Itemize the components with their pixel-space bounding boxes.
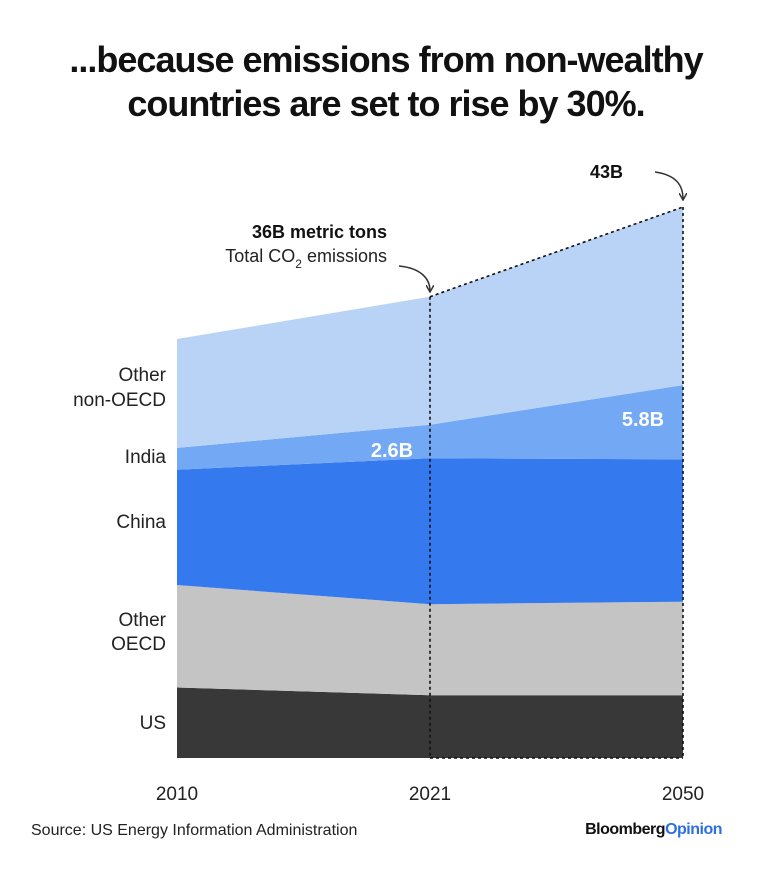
chart-title: ...because emissions from non-wealthy co… <box>0 38 772 126</box>
dashed-guides <box>429 206 684 759</box>
brand-part-2: Opinion <box>665 821 722 838</box>
annotations: 36B metric tons Total CO2 emissions 43B <box>225 162 683 291</box>
annotation-2050-total: 43B <box>590 162 623 182</box>
x-tick-2010: 2010 <box>156 784 198 805</box>
source-note: Source: US Energy Information Administra… <box>31 822 358 839</box>
category-labels: US Other OECD China India Other non-OECD <box>73 365 167 734</box>
label-other-oecd: Other OECD <box>111 610 167 655</box>
label-china: China <box>116 512 166 533</box>
brand-logo: BloombergOpinion <box>585 821 722 839</box>
annotation-2021-arrow <box>398 265 430 291</box>
value-label-india-2050: 5.8B <box>622 409 664 431</box>
chart-title-line-1: ...because emissions from non-wealthy <box>69 39 703 80</box>
area-india <box>177 385 683 470</box>
label-other-non-oecd: Other non-OECD <box>73 365 167 411</box>
value-label-india-2021: 2.6B <box>371 440 413 462</box>
x-tick-2050: 2050 <box>662 784 704 805</box>
value-labels: 2.6B 5.8B <box>371 409 664 462</box>
chart-title-line-2: countries are set to rise by 30%. <box>127 83 645 124</box>
brand-part-1: Bloomberg <box>585 821 666 838</box>
annotation-2050-arrow <box>654 171 683 199</box>
annotation-2021-total: 36B metric tons <box>252 222 387 242</box>
label-india: India <box>125 447 167 468</box>
label-us: US <box>140 713 166 734</box>
x-tick-2021: 2021 <box>409 784 451 805</box>
annotation-2021-caption: Total CO2 emissions <box>225 246 387 271</box>
dashed-top-edge <box>429 206 684 298</box>
x-axis-ticks: 2010 2021 2050 <box>156 784 704 805</box>
